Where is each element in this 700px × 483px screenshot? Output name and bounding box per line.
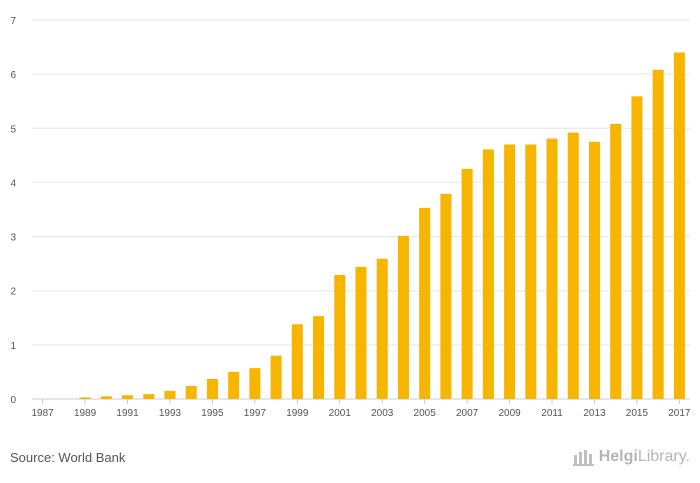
y-tick-label: 3	[10, 233, 16, 244]
y-tick-label: 6	[10, 70, 16, 81]
bar-2013	[588, 141, 601, 400]
bar-1998	[270, 355, 282, 399]
bar-2014	[610, 123, 622, 399]
bar-2012	[567, 132, 579, 400]
y-tick-label: 0	[10, 395, 16, 406]
x-tick-label: 2003	[371, 408, 394, 419]
x-tick-label: 2001	[329, 408, 352, 419]
bar-2007	[461, 168, 473, 399]
source-note: Source: World Bank	[10, 450, 126, 465]
bar-chart: 0 1 2 3 4 5 6 7 1987 1989 1991 1993 1995 1997 1999 200…	[10, 16, 691, 419]
x-tick-label: 1987	[31, 408, 54, 419]
x-tick-label: 2009	[498, 408, 521, 419]
bar-2002	[355, 266, 367, 399]
bar-1999	[291, 324, 303, 399]
bar-1994	[185, 386, 197, 399]
bar-2005	[419, 207, 431, 399]
bar-2000	[313, 316, 325, 399]
bar-1996	[228, 371, 240, 399]
x-tick-label: 1989	[74, 408, 97, 419]
y-axis: 0 1 2 3 4 5 6 7	[10, 16, 16, 406]
x-tick-label: 1995	[201, 408, 224, 419]
y-tick-label: 2	[10, 287, 16, 298]
bar-2001	[334, 275, 346, 399]
bar-1992	[143, 394, 155, 399]
helgilibrary-logo: HelgiLibrary.	[572, 448, 690, 466]
bar-2003	[376, 258, 388, 399]
bar-1991	[121, 395, 134, 399]
bar-2016	[652, 69, 664, 399]
bar-1990	[100, 396, 112, 399]
y-tick-label: 7	[10, 16, 16, 27]
x-tick-label: 2017	[668, 408, 691, 419]
y-tick-label: 1	[10, 341, 16, 352]
x-tick-label: 2011	[541, 408, 563, 419]
bar-1997	[249, 368, 261, 399]
x-tick-label: 2007	[456, 408, 479, 419]
x-tick-label: 1999	[286, 408, 309, 419]
y-tick-label: 5	[10, 124, 16, 135]
bar-2004	[397, 236, 409, 399]
bar-2008	[482, 149, 494, 399]
bar-1989	[79, 397, 91, 399]
bar-1993	[164, 390, 176, 399]
logo-icon	[572, 450, 594, 466]
logo-text: HelgiLibrary.	[598, 448, 690, 465]
bar-1995	[206, 378, 218, 399]
x-tick-label: 2005	[414, 408, 437, 419]
y-tick-label: 4	[10, 178, 16, 189]
bar-2006	[440, 193, 452, 399]
x-tick-label: 1993	[159, 408, 182, 419]
x-tick-label: 1997	[244, 408, 267, 419]
bar-2015	[631, 96, 643, 399]
bar-2011	[546, 138, 558, 399]
x-tick-label: 2015	[626, 408, 649, 419]
x-tick-label: 1991	[116, 408, 139, 419]
x-axis: 1987 1989 1991 1993 1995 1997 1999 2001 2003 2005…	[31, 399, 691, 419]
bar-2009	[504, 144, 516, 399]
bar-2010	[525, 144, 537, 399]
bar-2017	[673, 52, 685, 399]
bar-series	[79, 52, 685, 400]
x-tick-label: 2013	[583, 408, 606, 419]
